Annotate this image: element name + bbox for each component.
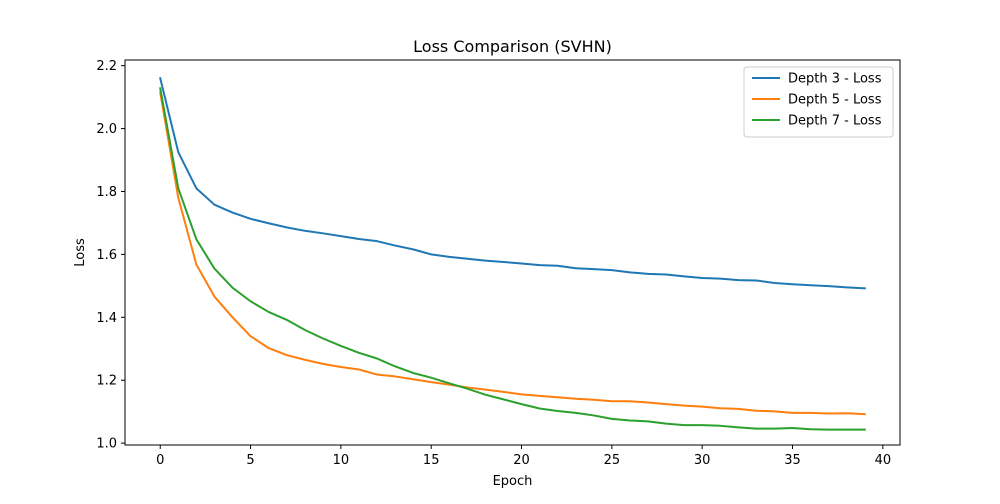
- x-tick-label: 10: [333, 453, 350, 468]
- series-line-2: [159, 91, 866, 416]
- x-tick-label: 5: [246, 453, 254, 468]
- x-tick-label: 20: [513, 453, 530, 468]
- y-axis-ticks: 1.0 1.2 1.4 1.6 1.8 2.0 2.2: [96, 59, 125, 452]
- series-line-1: [159, 77, 866, 290]
- y-tick-label: 2.0: [96, 122, 117, 137]
- plot-frame: [124, 59, 901, 446]
- x-tick-label: 15: [423, 453, 440, 468]
- x-tick-label: 0: [156, 453, 164, 468]
- y-tick-label: 1.8: [96, 185, 117, 200]
- legend: Depth 3 - Loss Depth 5 - Loss Depth 7 - Lo…: [743, 66, 894, 138]
- chart-title: Loss Comparison (SVHN): [413, 37, 612, 56]
- legend-label: Depth 7 - Loss: [788, 114, 882, 129]
- y-tick-label: 2.2: [96, 59, 117, 74]
- legend-box: [743, 66, 894, 138]
- y-axis-title: Loss: [73, 238, 88, 267]
- legend-label: Depth 3 - Loss: [788, 72, 882, 87]
- x-tick-label: 35: [784, 453, 801, 468]
- y-tick-label: 1.6: [96, 248, 117, 263]
- x-tick-label: 40: [875, 453, 892, 468]
- axes: [124, 59, 901, 446]
- x-tick-label: 30: [694, 453, 711, 468]
- legend-label: Depth 5 - Loss: [788, 93, 882, 108]
- x-axis-ticks: 0 5 10 15 20 25 30 35 40: [156, 445, 891, 468]
- y-tick-label: 1.4: [96, 311, 117, 326]
- x-tick-label: 25: [604, 453, 621, 468]
- series-line-3: [159, 87, 866, 431]
- y-tick-label: 1.0: [96, 437, 117, 452]
- y-tick-label: 1.2: [96, 374, 117, 389]
- plot-lines: [159, 77, 866, 431]
- x-axis-title: Epoch: [493, 474, 533, 489]
